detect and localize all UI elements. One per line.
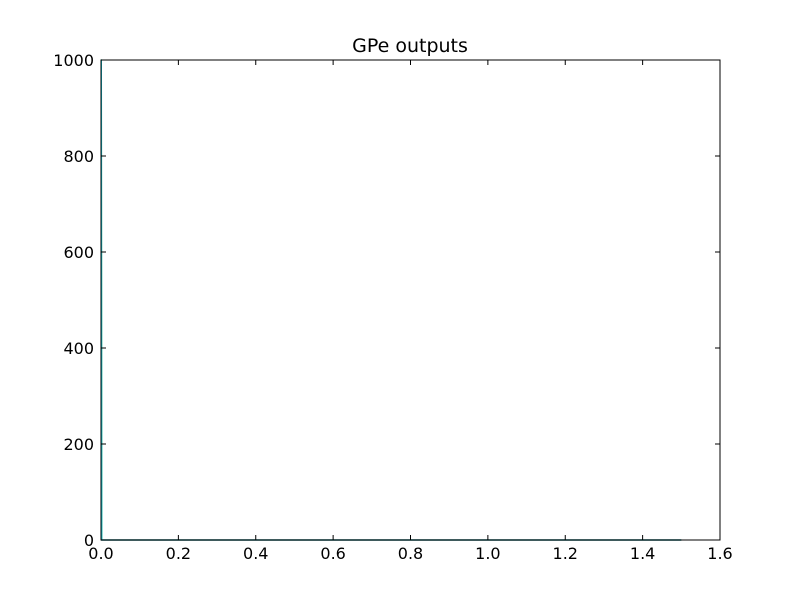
y-tick-label: 0	[84, 531, 94, 550]
x-tick-label: 0.4	[243, 544, 268, 563]
y-tick-label: 400	[63, 339, 94, 358]
x-tick-label: 1.4	[630, 544, 655, 563]
y-tick-label: 800	[63, 147, 94, 166]
x-tick-label: 0.8	[398, 544, 423, 563]
x-tick-label: 0.0	[88, 544, 113, 563]
x-tick-label: 1.6	[707, 544, 732, 563]
x-tick-label: 1.0	[475, 544, 500, 563]
axes-layer: 0.0 0.2 0.4 0.6 0.8 1.0 1.2 1.4 1.6 0 200 400 600 800…	[53, 51, 732, 563]
y-tick-label: 200	[63, 435, 94, 454]
chart-title: GPe outputs	[352, 35, 468, 57]
x-tick-label: 1.2	[553, 544, 578, 563]
x-tick-label: 0.6	[320, 544, 345, 563]
x-tick-label: 0.2	[166, 544, 191, 563]
y-tick-label: 1000	[53, 51, 94, 70]
y-tick-label: 600	[63, 243, 94, 262]
